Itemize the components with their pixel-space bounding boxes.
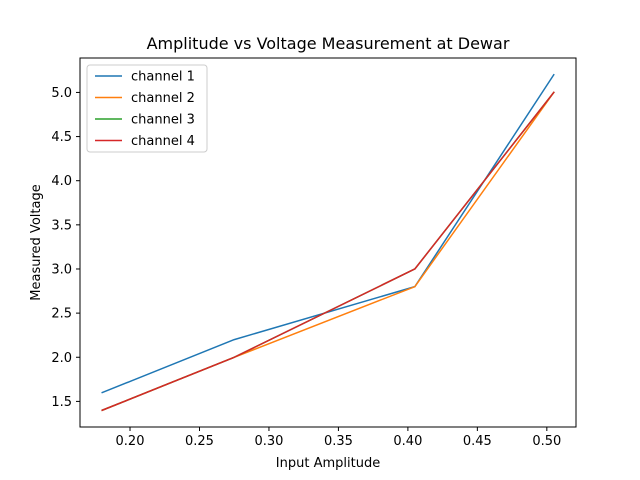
x-tick-label: 0.20 [116,434,145,449]
axes-frame [79,57,577,428]
x-axis-label: Input Amplitude [276,456,380,471]
legend-box [86,64,208,153]
series-line-channel-4 [101,91,555,412]
y-tick-label: 3.5 [51,218,72,233]
legend-label-channel-4: channel 4 [131,134,195,149]
y-tick-label: 5.0 [51,86,72,101]
legend-label-channel-2: channel 2 [131,91,195,106]
legend-label-channel-1: channel 1 [131,70,195,85]
y-axis-label: Measured Voltage [29,184,44,300]
legend-label-channel-3: channel 3 [131,113,195,128]
y-tick-label: 4.5 [51,130,72,145]
x-axis-ticks: 0.20 0.25 0.30 0.35 0.40 0.45 0.50 [116,427,561,449]
legend: channel 1 channel 2 channel 3 channel 4 [86,64,208,153]
y-tick-label: 2.0 [51,351,72,366]
y-tick-label: 1.5 [51,395,72,410]
x-tick-label: 0.50 [532,434,561,449]
x-tick-label: 0.45 [463,434,492,449]
chart-title: Amplitude vs Voltage Measurement at Dewa… [147,34,510,53]
x-tick-label: 0.35 [324,434,353,449]
y-tick-label: 3.0 [51,262,72,277]
plot-area [101,73,555,412]
x-tick-label: 0.30 [254,434,283,449]
x-tick-label: 0.25 [185,434,214,449]
y-tick-label: 2.5 [51,307,72,322]
y-axis-ticks: 1.5 2.0 2.5 3.0 3.5 4.0 4.5 5.0 [51,86,80,410]
x-tick-label: 0.40 [393,434,422,449]
y-tick-label: 4.0 [51,174,72,189]
